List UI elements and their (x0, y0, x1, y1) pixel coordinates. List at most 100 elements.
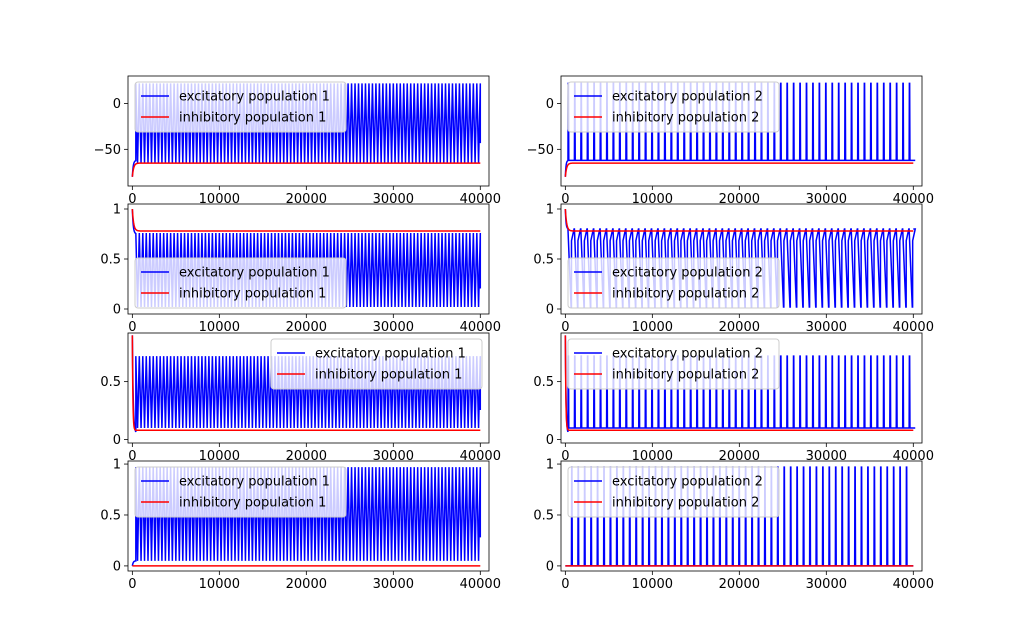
legend: excitatory population 1 inhibitory popula… (134, 466, 347, 518)
legend-label: inhibitory population 2 (612, 111, 759, 126)
x-tick-label: 40000 (460, 449, 501, 464)
x-tick-label: 10000 (632, 449, 673, 464)
legend: excitatory population 1 inhibitory popula… (270, 338, 483, 390)
legend-label: excitatory population 1 (315, 347, 466, 362)
legend-box (134, 466, 347, 518)
x-tick-label: 30000 (373, 577, 414, 592)
x-tick-label: 10000 (632, 320, 673, 335)
y-tick-label: 0.5 (100, 375, 121, 390)
legend-box (567, 81, 780, 133)
x-tick-label: 0 (561, 320, 569, 335)
series-line-2 (131, 208, 481, 232)
legend-box (270, 338, 483, 390)
legend: excitatory population 2 inhibitory popula… (567, 257, 780, 309)
x-tick-label: 30000 (373, 320, 414, 335)
axes-frame (560, 460, 923, 572)
legend: excitatory population 2 inhibitory popula… (567, 466, 780, 518)
series-line-1 (564, 208, 917, 308)
legend-label: inhibitory population 1 (315, 368, 462, 383)
legend-label: excitatory population 1 (179, 266, 330, 281)
y-tick-label: 0 (113, 303, 121, 318)
y-tick-label: 0.5 (533, 508, 554, 523)
subplot-5: 0 10000 20000 30000 40000 0 0.5 excitatory popu… (100, 332, 501, 464)
x-tick-label: 20000 (286, 577, 327, 592)
series-line-2 (131, 335, 481, 432)
y-tick-label: 1 (113, 458, 121, 473)
subplot-1: 0 10000 20000 30000 40000 0 −50 excitatory popu… (94, 75, 501, 207)
x-tick-label: 0 (561, 449, 569, 464)
x-tick-label: 20000 (286, 449, 327, 464)
x-tick-label: 20000 (719, 577, 760, 592)
x-tick-label: 40000 (460, 192, 501, 207)
x-tick-label: 30000 (373, 192, 414, 207)
legend: excitatory population 2 inhibitory popula… (567, 81, 780, 133)
y-tick-label: 0 (546, 97, 554, 112)
axes-frame (127, 332, 490, 444)
y-tick-label: 0 (113, 433, 121, 448)
y-tick-label: 0 (546, 559, 554, 574)
legend: excitatory population 2 inhibitory popula… (567, 338, 780, 390)
x-tick-label: 40000 (893, 192, 934, 207)
x-tick-label: 0 (128, 320, 136, 335)
subplot-7: 0 10000 20000 30000 40000 0 0.5 1 excitatory pop… (100, 458, 501, 592)
legend: excitatory population 1 inhibitory popula… (134, 81, 347, 133)
y-tick-label: 0 (546, 433, 554, 448)
y-tick-label: 0.5 (533, 253, 554, 268)
legend-label: excitatory population 1 (179, 90, 330, 105)
series-line-2 (131, 162, 481, 177)
subplot-6: 0 10000 20000 30000 40000 0 0.5 excitatory popu… (533, 332, 934, 464)
legend-label: inhibitory population 1 (179, 111, 326, 126)
legend-label: inhibitory population 2 (612, 496, 759, 511)
subplot-3: 0 10000 20000 30000 40000 0 0.5 1 excitatory pop… (100, 203, 501, 336)
x-tick-label: 10000 (199, 192, 240, 207)
legend-box (134, 257, 347, 309)
axes-frame (127, 460, 490, 572)
y-tick-label: 0 (113, 559, 121, 574)
x-tick-label: 20000 (286, 192, 327, 207)
y-tick-label: 1 (546, 458, 554, 473)
x-tick-label: 30000 (373, 449, 414, 464)
x-tick-label: 40000 (460, 320, 501, 335)
legend-box (567, 466, 780, 518)
x-tick-label: 0 (128, 192, 136, 207)
legend-box (567, 257, 780, 309)
x-tick-label: 30000 (806, 192, 847, 207)
x-tick-label: 40000 (893, 320, 934, 335)
legend-label: inhibitory population 2 (612, 287, 759, 302)
x-tick-label: 40000 (460, 577, 501, 592)
x-tick-label: 20000 (719, 192, 760, 207)
x-tick-label: 20000 (719, 320, 760, 335)
axes-frame (127, 75, 490, 187)
x-tick-label: 10000 (199, 320, 240, 335)
legend-label: inhibitory population 1 (179, 496, 326, 511)
legend-label: excitatory population 2 (612, 347, 763, 362)
axes-frame (560, 332, 923, 444)
legend-label: excitatory population 1 (179, 475, 330, 490)
x-tick-label: 10000 (199, 577, 240, 592)
subplot-8: 0 10000 20000 30000 40000 0 0.5 1 excitatory pop… (533, 458, 934, 592)
y-tick-label: 0 (546, 303, 554, 318)
legend-label: excitatory population 2 (612, 90, 763, 105)
legend-label: inhibitory population 2 (612, 368, 759, 383)
axes-frame (560, 75, 923, 187)
legend-label: excitatory population 2 (612, 266, 763, 281)
legend-label: excitatory population 2 (612, 475, 763, 490)
legend-box (567, 338, 780, 390)
x-tick-label: 40000 (893, 577, 934, 592)
legend: excitatory population 1 inhibitory popula… (134, 257, 347, 309)
y-tick-label: 1 (546, 203, 554, 218)
x-tick-label: 0 (128, 577, 136, 592)
x-tick-label: 30000 (806, 577, 847, 592)
x-tick-label: 40000 (893, 449, 934, 464)
y-tick-label: 0.5 (100, 253, 121, 268)
series-line-2 (564, 208, 914, 232)
subplot-4: 0 10000 20000 30000 40000 0 0.5 1 excitatory pop… (533, 203, 934, 336)
y-tick-label: 0 (113, 97, 121, 112)
x-tick-label: 30000 (806, 320, 847, 335)
legend-box (134, 81, 347, 133)
x-tick-label: 10000 (199, 449, 240, 464)
x-tick-label: 20000 (286, 320, 327, 335)
series-line-1 (564, 82, 916, 177)
x-tick-label: 0 (561, 577, 569, 592)
